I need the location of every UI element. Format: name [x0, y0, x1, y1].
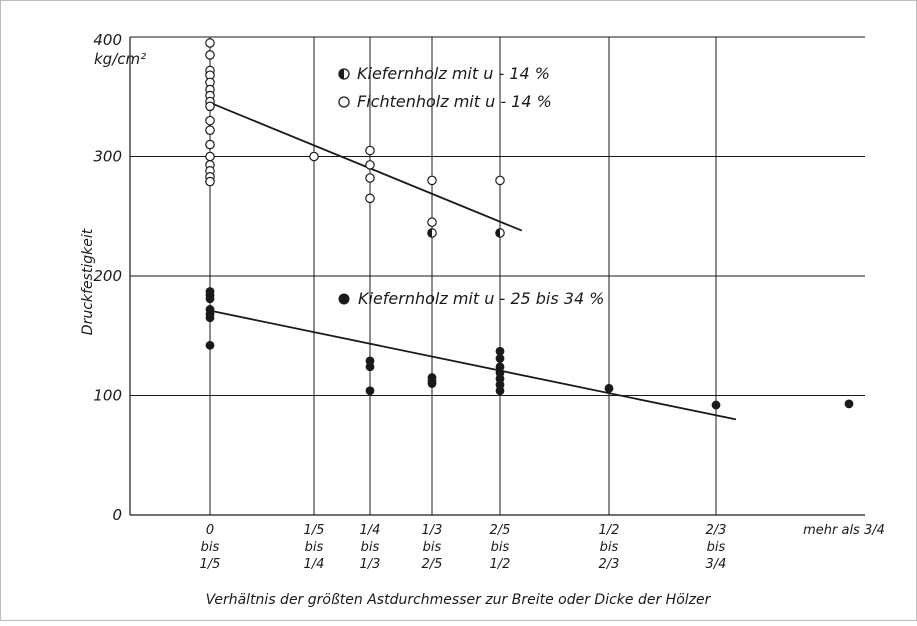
x-axis-label: Verhältnis der größten Astdurchmesser zu… [206, 592, 712, 608]
x-category-label: bis [361, 540, 380, 555]
point-fichtenholz [365, 193, 375, 204]
point-kiefernholz-nass [365, 362, 375, 372]
x-category-label: bis [491, 540, 510, 555]
point-fichtenholz [205, 38, 215, 48]
x-category-label: bis [305, 540, 324, 555]
point-fichtenholz [205, 115, 215, 126]
x-category-label: 1/4 [360, 523, 381, 538]
y-unit-label: kg/cm² [94, 50, 146, 68]
legend-label-kiefernholz-14: Kiefernholz mit u - 14 % [357, 64, 550, 83]
legend: Kiefernholz mit u - 14 % Fichtenholz mit… [338, 64, 604, 308]
point-fichtenholz [365, 160, 375, 170]
legend-marker-open [338, 96, 350, 108]
point-kiefernholz-14 [427, 228, 437, 238]
point-kiefernholz-14 [495, 228, 505, 238]
point-fichtenholz [365, 173, 375, 183]
x-category-label: bis [707, 540, 726, 555]
point-kiefernholz-nass [205, 313, 215, 323]
point-kiefernholz-nass [844, 399, 854, 409]
x-category-label: bis [201, 540, 220, 555]
point-kiefernholz-nass [495, 346, 505, 356]
x-category-label: 2/3 [706, 523, 727, 538]
x-category-label: mehr als 3/4 [803, 523, 885, 538]
x-category-label: 1/4 [304, 557, 325, 572]
legend-marker-half [338, 68, 350, 80]
point-kiefernholz-nass [365, 386, 375, 396]
x-category-label: 1/2 [490, 557, 511, 572]
point-fichtenholz [205, 151, 215, 162]
x-category-label: 2/3 [599, 557, 620, 572]
data-points [205, 38, 854, 410]
point-kiefernholz-nass [604, 383, 614, 393]
x-category-label: 1/3 [360, 557, 381, 572]
point-fichtenholz [365, 145, 375, 156]
y-tick-label: 400 [93, 31, 122, 49]
point-fichtenholz [427, 217, 437, 228]
y-tick-label: 300 [93, 148, 122, 166]
point-fichtenholz [205, 125, 215, 136]
legend-marker-filled [338, 293, 350, 305]
point-half-fill [495, 228, 500, 238]
y-tick-labels: 0 100 200 300 400 [93, 31, 122, 524]
x-category-label: bis [600, 540, 619, 555]
point-kiefernholz-nass [427, 379, 437, 388]
point-kiefernholz-nass [495, 354, 505, 363]
point-fichtenholz [205, 139, 215, 150]
legend-label-fichtenholz-14: Fichtenholz mit u - 14 % [357, 92, 552, 111]
point-kiefernholz-nass [205, 340, 215, 350]
y-tick-label: 200 [93, 267, 122, 285]
x-category-label: 2/5 [422, 557, 443, 572]
point-kiefernholz-nass [711, 400, 721, 410]
x-category-label: 1/3 [422, 523, 443, 538]
point-fichtenholz [205, 50, 215, 60]
point-half-fill [427, 228, 432, 238]
y-axis-label: Druckfestigkeit [80, 228, 96, 335]
point-kiefernholz-nass [205, 294, 215, 304]
point-kiefernholz-nass [495, 386, 505, 396]
legend-label-kiefernholz-nass: Kiefernholz mit u - 25 bis 34 % [358, 289, 604, 308]
point-fichtenholz [205, 176, 215, 187]
x-category-label: 3/4 [706, 557, 727, 572]
point-fichtenholz [205, 101, 215, 112]
point-fichtenholz [427, 175, 437, 186]
grid [129, 36, 865, 516]
x-category-label: 1/5 [304, 523, 325, 538]
y-tick-label: 0 [112, 506, 122, 524]
x-category-label: 2/5 [490, 523, 511, 538]
point-fichtenholz [309, 151, 319, 162]
y-tick-label: 100 [93, 387, 122, 405]
x-category-label: 1/5 [200, 557, 221, 572]
x-category-label: 0 [206, 523, 214, 538]
point-fichtenholz [495, 175, 505, 186]
x-category-label: bis [423, 540, 442, 555]
x-category-labels: 0 bis 1/5 1/5 bis 1/4 1/4 bis 1/3 1/3 bis 2/5 2/5 bis… [200, 523, 885, 572]
trend-line [209, 309, 737, 421]
x-category-label: 1/2 [599, 523, 620, 538]
